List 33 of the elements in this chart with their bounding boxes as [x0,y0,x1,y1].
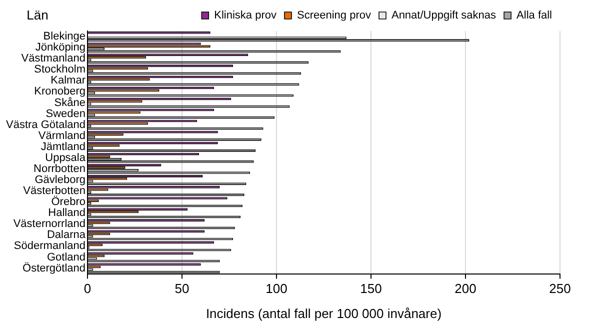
x-axis-title: Incidens (antal fall per 100 000 invånare) [206,306,442,321]
y-tick-label: Örebro [51,195,86,208]
y-tick-label: Västra Götaland [6,118,86,131]
y-tick-label: Östergötland [22,261,86,274]
y-tick-label: Blekinge [43,30,86,43]
y-tick-label: Norrbotten [34,162,86,175]
x-tick-label: 0 [84,281,92,296]
y-tick-label: Dalarna [46,229,86,242]
legend-label: Annat/Uppgift saknas [391,10,497,22]
y-tick-label: Jämtland [40,140,86,153]
y-tick-label: Gotland [46,251,86,264]
y-tick-label: Stockholm [34,64,86,76]
y-tick-label: Södermanland [14,240,86,252]
y-tick-label: Sweden [46,108,86,120]
y-tick-label: Västernorrland [13,218,86,230]
y-tick-label: Uppsala [45,152,86,164]
x-tick-label: 100 [266,281,288,296]
y-tick-label: Värmland [38,130,86,142]
y-tick-label: Skåne [54,96,86,109]
y-tick-label: Jönköping [35,42,86,54]
y-tick-label: Halland [48,207,86,220]
x-tick-label: 150 [360,281,382,296]
legend-label: Kliniska prov [214,10,277,22]
x-tick-label: 200 [454,281,476,296]
y-tick-label: Gävleborg [34,174,86,186]
x-tick-label: 250 [549,281,571,296]
y-tick-label: Kalmar [50,74,86,87]
legend-label: Screening prov [296,10,372,22]
x-tick-label: 50 [174,281,190,296]
y-axis-title: Län [26,8,48,23]
y-tick-label: Kronoberg [34,86,86,98]
legend-label: Alla fall [516,10,552,22]
y-tick-label: Västmanland [21,52,86,65]
